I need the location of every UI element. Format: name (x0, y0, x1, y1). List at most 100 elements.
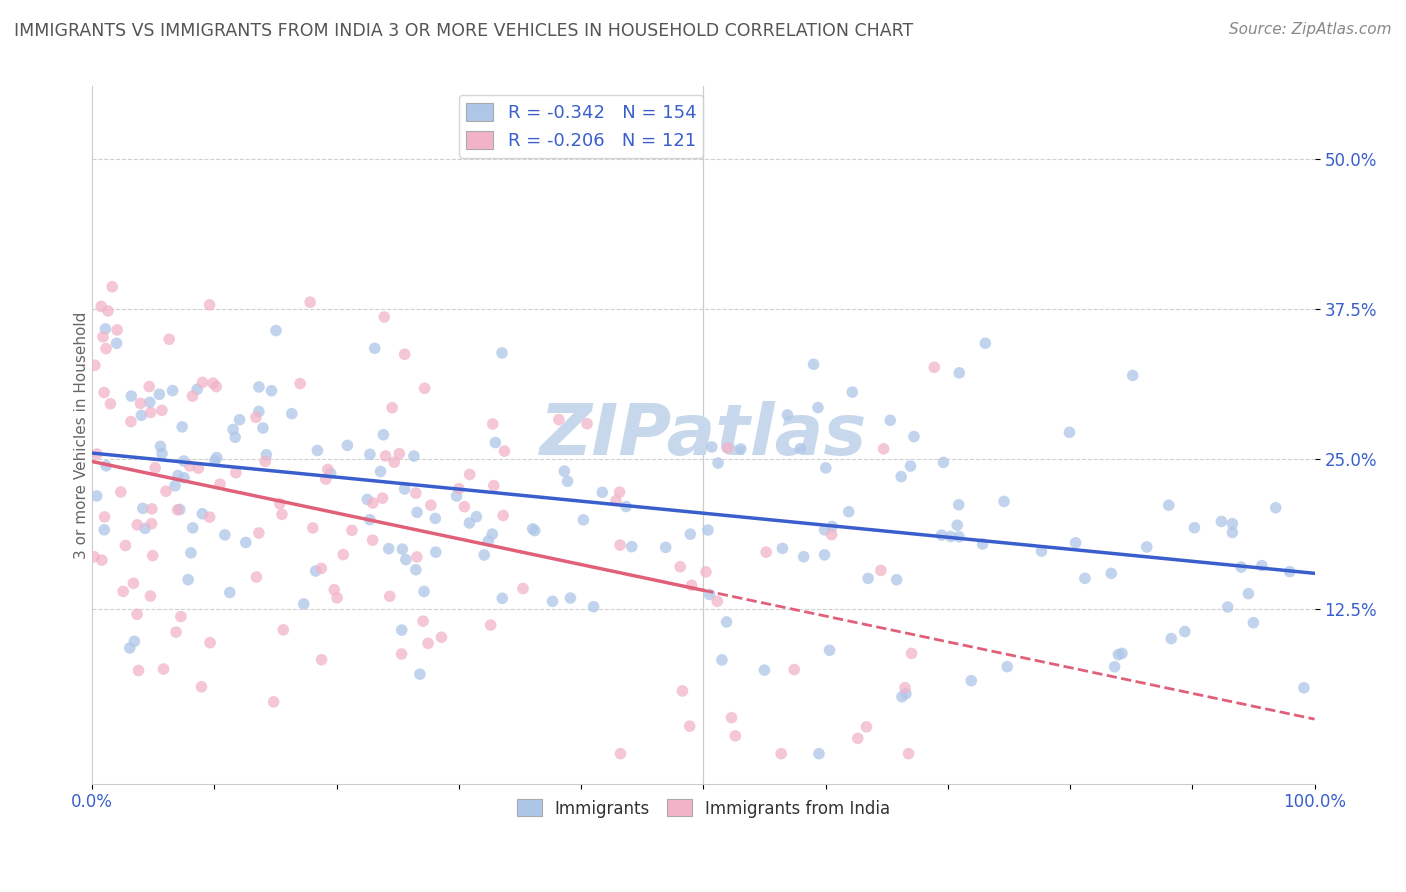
Point (361, 533, 384, 548)
Point (838, 505, 860, 519)
Point (198, 298, 221, 312)
Point (582, 599, 605, 614)
Point (679, 719, 702, 733)
Point (681, 578, 703, 592)
Point (654, 541, 676, 555)
Point (1222, 525, 1244, 540)
Point (897, 747, 920, 761)
Point (326, 591, 349, 605)
Point (90, 553, 112, 567)
Point (157, 332, 180, 346)
Point (271, 508, 294, 522)
Point (948, 498, 970, 512)
Point (409, 667, 432, 681)
Point (288, 376, 311, 391)
Y-axis label: 3 or more Vehicles in Household: 3 or more Vehicles in Household (73, 311, 89, 558)
Point (112, 584, 135, 599)
Point (340, 524, 363, 538)
Point (755, 545, 778, 559)
Point (1104, 660, 1126, 674)
Point (458, 467, 481, 482)
Point (522, 522, 544, 536)
Point (395, 552, 418, 566)
Point (995, 659, 1018, 673)
Point (370, 465, 392, 479)
Point (1292, 681, 1315, 695)
Point (700, 440, 723, 454)
Point (273, 623, 295, 637)
Point (186, 382, 208, 396)
Point (214, 528, 236, 542)
Point (430, 630, 453, 644)
Point (91, 330, 114, 344)
Point (890, 469, 912, 483)
Point (142, 549, 165, 563)
Point (177, 573, 200, 587)
Point (302, 521, 325, 535)
Point (198, 635, 221, 649)
Point (208, 477, 231, 491)
Point (86, 447, 108, 461)
Point (730, 442, 752, 456)
Point (413, 584, 436, 599)
Point (482, 478, 505, 492)
Point (783, 663, 806, 677)
Point (382, 455, 405, 469)
Text: Source: ZipAtlas.com: Source: ZipAtlas.com (1229, 22, 1392, 37)
Point (413, 381, 436, 395)
Point (247, 526, 270, 541)
Point (394, 347, 416, 361)
Point (150, 446, 173, 460)
Point (150, 403, 173, 417)
Point (373, 427, 395, 442)
Point (948, 366, 970, 380)
Point (813, 548, 835, 562)
Point (359, 447, 381, 461)
Point (83, 358, 105, 372)
Point (1160, 632, 1182, 646)
Point (304, 564, 326, 578)
Legend: Immigrants, Immigrants from India: Immigrants, Immigrants from India (510, 793, 897, 824)
Point (406, 549, 429, 564)
Point (224, 430, 246, 444)
Point (336, 438, 359, 452)
Point (356, 492, 378, 507)
Point (394, 482, 416, 496)
Point (494, 444, 516, 458)
Point (388, 447, 411, 461)
Point (118, 640, 141, 655)
Point (512, 582, 534, 596)
Point (465, 509, 488, 524)
Point (446, 489, 468, 503)
Point (222, 423, 245, 437)
Point (247, 404, 270, 418)
Point (263, 695, 285, 709)
Point (425, 545, 447, 559)
Point (114, 539, 136, 553)
Point (173, 471, 195, 485)
Point (122, 576, 145, 591)
Point (419, 498, 441, 512)
Point (373, 310, 395, 324)
Point (1216, 600, 1239, 615)
Point (886, 573, 908, 587)
Point (141, 502, 163, 516)
Point (391, 623, 413, 637)
Point (190, 680, 212, 694)
Point (1237, 587, 1260, 601)
Point (205, 450, 228, 465)
Point (110, 485, 132, 500)
Point (900, 647, 922, 661)
Point (180, 546, 202, 560)
Point (972, 537, 994, 551)
Point (405, 563, 427, 577)
Point (218, 585, 240, 599)
Point (374, 449, 396, 463)
Point (138, 379, 160, 393)
Point (1230, 560, 1253, 574)
Point (960, 673, 983, 688)
Point (609, 747, 631, 761)
Point (872, 442, 894, 456)
Point (412, 614, 434, 628)
Point (900, 458, 922, 473)
